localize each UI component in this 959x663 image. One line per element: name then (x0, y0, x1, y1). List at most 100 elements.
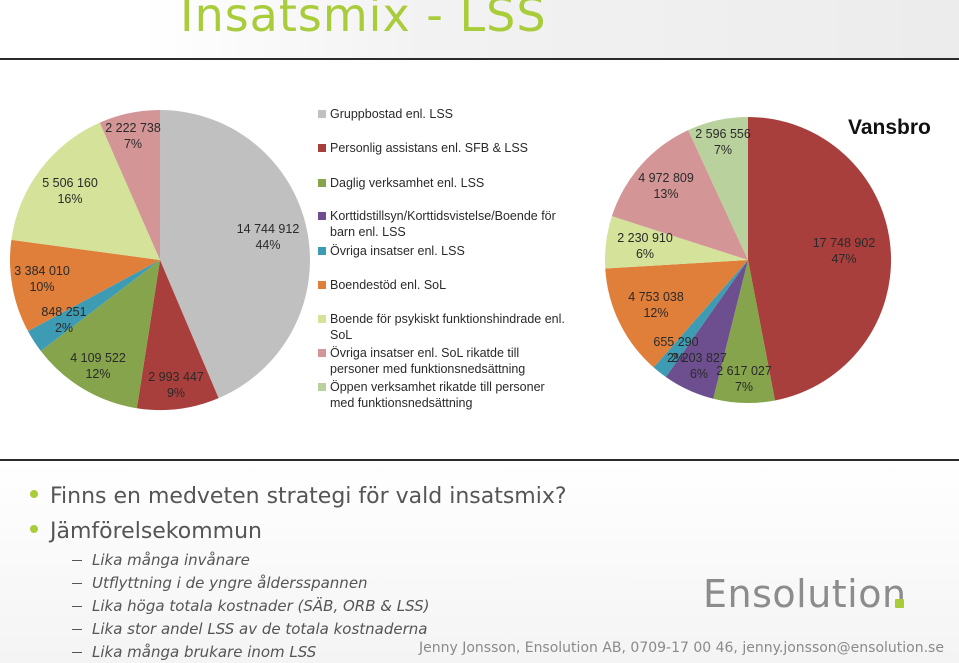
legend-label: Övriga insatser enl. SoL rikatde till pe… (330, 346, 526, 376)
dash-icon (72, 606, 82, 607)
data-label-value: 2 596 556 (695, 127, 751, 141)
legend-label: Öppen verksamhet rikatde till personer m… (330, 380, 545, 410)
data-label-value: 4 109 522 (70, 351, 126, 365)
pie-charts (9, 110, 892, 410)
legend-label: Daglig verksamhet enl. LSS (330, 176, 485, 190)
data-label-value: 2 203 827 (671, 351, 727, 365)
legend-swatch (318, 144, 326, 152)
footer-contact: Jenny Jonsson, Ensolution AB, 0709-17 00… (419, 640, 944, 656)
data-label-percent: 16% (57, 192, 83, 206)
pie-slice (605, 216, 748, 269)
data-label: 5 506 160 16% (42, 175, 98, 207)
data-label: 4 109 522 12% (70, 350, 126, 382)
bottom-band (0, 461, 959, 663)
data-label-percent: 2% (54, 321, 74, 335)
dash-icon (72, 629, 82, 630)
sub-bullet-item: Lika många invånare (72, 551, 250, 569)
pie-slice (748, 116, 892, 401)
data-label-value: 17 748 902 (812, 236, 876, 250)
dash-icon (72, 560, 82, 561)
pie-slice (11, 122, 160, 261)
data-label: 4 753 038 12% (628, 289, 684, 321)
sub-bullet-text: Utflyttning i de yngre åldersspannen (92, 574, 368, 592)
data-label-percent: 2% (666, 351, 686, 365)
sub-bullet-text: Lika många brukare inom LSS (92, 643, 317, 661)
data-label-value: 4 753 038 (628, 290, 684, 304)
dash-icon (72, 652, 82, 653)
data-label: 2 203 827 6% (671, 350, 727, 382)
sub-bullet-item: Lika stor andel LSS av de totala kostnad… (72, 620, 428, 638)
data-label-percent: 13% (653, 187, 679, 201)
bullet-dot-icon (30, 490, 38, 498)
legend-swatch (318, 110, 326, 118)
data-label-value: 2 993 447 (148, 370, 204, 384)
data-label: 14 744 912 44% (237, 221, 300, 253)
bottom-divider (0, 459, 959, 461)
legend-swatch (318, 383, 326, 391)
data-label-percent: 10% (29, 280, 55, 294)
legend-swatch (318, 281, 326, 289)
data-label-percent: 44% (255, 238, 281, 252)
sub-bullet-item: Lika många brukare inom LSS (72, 643, 316, 661)
data-label-value: 4 972 809 (638, 171, 694, 185)
sub-bullet-item: Lika höga totala kostnader (SÄB, ORB & L… (72, 597, 429, 615)
legend-label: Korttidstillsyn/Korttidsvistelse/Boende … (330, 209, 556, 239)
legend-swatch (318, 315, 326, 323)
data-label-value: 655 290 (653, 335, 699, 349)
data-label-percent: 6% (689, 367, 709, 381)
sub-bullet-text: Lika stor andel LSS av de totala kostnad… (92, 620, 428, 638)
brand-dot-icon (895, 599, 904, 608)
data-label-value: 2 617 027 (716, 364, 772, 378)
legend-swatch (318, 247, 326, 255)
legend-item: Korttidstillsyn/Korttidsvistelse/Boende … (318, 208, 568, 240)
pie-slice (611, 130, 748, 260)
data-label: 2 230 910 6% (617, 230, 673, 262)
legend-item: Gruppbostad enl. LSS (318, 106, 568, 122)
bullet-text: Jämförelsekommun (50, 519, 262, 544)
legend-swatch (318, 179, 326, 187)
brand-logo-text: Ensolution (703, 572, 907, 616)
legend-label: Personlig assistans enl. SFB & LSS (330, 141, 529, 155)
legend-label: Boende för psykiskt funktionshindrade en… (330, 312, 565, 342)
sub-bullet-text: Lika många invånare (92, 551, 250, 569)
legend-item: Övriga insatser enl. SoL rikatde till pe… (318, 345, 568, 377)
title-band (140, 0, 959, 58)
data-label: 17 748 902 47% (813, 235, 876, 267)
data-label-value: 3 384 010 (14, 264, 70, 278)
bullet-item: Finns en medveten strategi för vald insa… (30, 484, 567, 509)
top-divider (0, 58, 959, 60)
legend-item: Öppen verksamhet rikatde till personer m… (318, 379, 568, 411)
pie-slice (605, 260, 748, 368)
legend-item: Personlig assistans enl. SFB & LSS (318, 140, 568, 156)
data-label: 2 617 027 7% (716, 363, 772, 395)
bullet-dot-icon (30, 525, 38, 533)
legend-item: Boendestöd enl. SoL (318, 277, 568, 293)
data-label: 2 596 556 7% (695, 126, 751, 158)
data-label-percent: 12% (643, 306, 669, 320)
data-label-value: 2 222 738 (105, 121, 161, 135)
data-label-percent: 9% (166, 386, 186, 400)
data-label-percent: 7% (713, 143, 733, 157)
legend-item: Boende för psykiskt funktionshindrade en… (318, 311, 568, 343)
pie-slice (160, 110, 311, 399)
comparison-chart-title: Vansbro (848, 116, 931, 139)
bullet-text: Finns en medveten strategi för vald insa… (50, 484, 567, 509)
pie-slice (9, 239, 161, 332)
legend-item: Daglig verksamhet enl. LSS (318, 175, 568, 191)
data-label: 848 251 2% (41, 304, 86, 336)
data-label-percent: 7% (734, 380, 754, 394)
data-label: 2 222 738 7% (105, 120, 161, 152)
legend-item: Övriga insatser enl. LSS (318, 243, 568, 259)
data-label: 2 993 447 9% (148, 369, 204, 401)
data-label-value: 5 506 160 (42, 176, 98, 190)
bullet-item: Jämförelsekommun (30, 519, 262, 544)
data-label: 3 384 010 10% (14, 263, 70, 295)
pie-slice (713, 260, 775, 404)
data-label: 4 972 809 13% (638, 170, 694, 202)
pie-slice (653, 260, 748, 378)
legend-swatch (318, 349, 326, 357)
pie-slice (27, 260, 160, 352)
data-label-percent: 7% (123, 137, 143, 151)
legend-label: Gruppbostad enl. LSS (330, 107, 453, 121)
legend-swatch (318, 212, 326, 220)
